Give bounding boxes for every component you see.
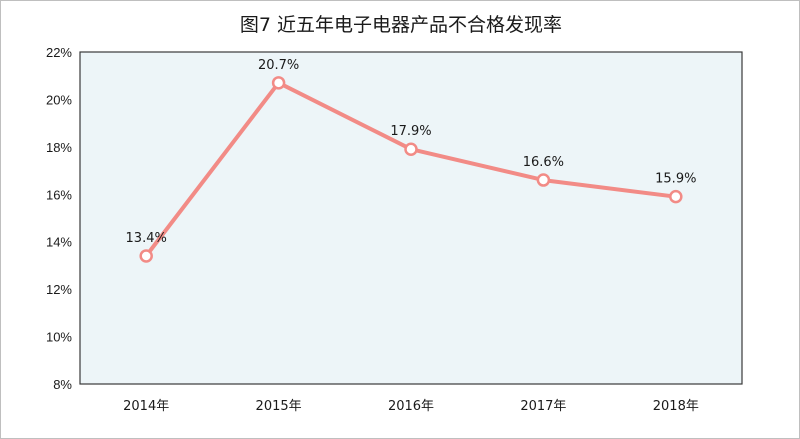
x-tick-label: 2016年 (388, 399, 434, 414)
y-axis: 8% 10% 12% 14% 16% 18% 20% 22% (46, 45, 72, 392)
x-axis: 2014年 2015年 2016年 2017年 2018年 (123, 399, 699, 414)
x-tick-label: 2018年 (653, 399, 699, 414)
plot-area (79, 51, 743, 385)
data-point-marker (536, 173, 551, 187)
data-label: 16.6% (523, 155, 564, 170)
data-points (139, 76, 683, 263)
data-label: 20.7% (258, 58, 299, 73)
y-tick-label: 20% (46, 92, 72, 107)
chart-title: 图7 近五年电子电器产品不合格发现率 (240, 14, 562, 36)
y-tick-label: 14% (46, 235, 72, 250)
y-tick-label: 16% (46, 187, 72, 202)
y-tick-label: 8% (53, 377, 72, 392)
data-label: 15.9% (655, 172, 696, 187)
y-tick-label: 10% (46, 330, 72, 345)
data-labels: 13.4% 20.7% 17.9% 16.6% 15.9% (126, 58, 697, 246)
data-label: 17.9% (390, 124, 431, 139)
data-point-marker (139, 249, 153, 263)
data-point-marker (271, 76, 286, 90)
x-tick-label: 2017年 (520, 399, 566, 414)
y-tick-label: 18% (46, 140, 72, 155)
y-tick-label: 22% (46, 45, 72, 60)
x-tick-label: 2014年 (123, 399, 169, 414)
data-label: 13.4% (126, 231, 167, 246)
data-point-marker (669, 189, 683, 204)
data-point-marker (404, 142, 418, 156)
y-tick-label: 12% (46, 282, 72, 297)
x-tick-label: 2015年 (256, 399, 302, 414)
